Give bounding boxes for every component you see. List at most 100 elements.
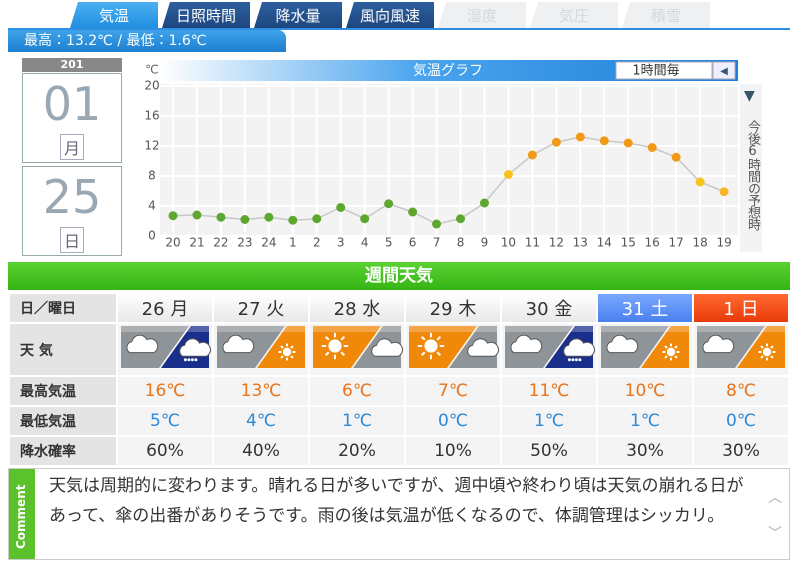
weekly-cell: 7℃ [406,377,500,405]
temperature-point [575,132,585,142]
weekly-cell: 13℃ [214,377,308,405]
x-tick-label: 7 [433,236,441,250]
row-label: 最低気温 [10,407,116,435]
weekly-cell [502,324,596,375]
month-unit: 月 [60,134,84,160]
tab[interactable]: 風向風速 [346,2,434,28]
x-tick-label: 9 [481,236,489,250]
y-tick-label: 20 [144,79,159,93]
x-tick-label: 10 [501,236,516,250]
weekly-cell: 10% [406,437,500,465]
scroll-down[interactable]: ▼ [744,88,755,104]
comment-label: Comment [14,484,28,549]
month: 01 [42,77,102,131]
weekly-value: 1℃ [630,411,660,431]
day-weekday: 木 [458,299,477,320]
weekly-cell: 16℃ [118,377,212,405]
tab[interactable]: 日照時間 [162,2,250,28]
x-tick-label: 1 [289,236,297,250]
weekly-cell: 20% [310,437,404,465]
temperature-point [312,214,322,224]
day-weekday: 月 [170,299,189,320]
weekly-cell: 30% [598,437,692,465]
x-tick-label: 11 [525,236,540,250]
x-tick-label: 8 [457,236,465,250]
temperature-point [551,137,561,147]
interval-label[interactable]: 1時間毎 [632,63,679,79]
weekly-value: 5℃ [150,411,180,431]
weekly-cell [310,324,404,375]
interval-button[interactable] [712,61,736,80]
weekly-value: 30% [626,441,664,461]
temperature-point [695,177,705,187]
temperature-point [216,212,226,222]
day-box: 25 日 [22,166,122,256]
row-label: 降水確率 [10,437,116,465]
weekly-cell: 40% [214,437,308,465]
y-tick-label: 12 [144,139,159,153]
weekly-value: 6℃ [342,381,372,401]
weekly-cell: 50% [502,437,596,465]
weekly-cell: 4℃ [214,407,308,435]
x-tick-label: 6 [409,236,417,250]
weekly-cell: 31 土 [598,294,692,322]
x-tick-label: 22 [213,236,228,250]
tab[interactable]: 気温 [70,2,158,28]
interval-select[interactable] [615,61,713,80]
temperature-point [623,138,633,148]
day-weekday: 金 [554,299,573,320]
x-tick-label: 4 [361,236,369,250]
temperature-point [456,214,466,224]
day-date: 30 [525,299,549,320]
weekly-value: 10% [434,441,472,461]
row-label: 日／曜日 [10,294,116,322]
comment-scroll[interactable]: ︿ ﹀ [768,490,782,542]
weekly-cell: 27 火 [214,294,308,322]
weekly-cell: 0℃ [694,407,788,435]
x-tick-label: 23 [237,236,252,250]
day-date: 27 [237,299,261,320]
day-weekday: 土 [650,299,669,320]
weekly-value: 0℃ [438,411,468,431]
row-label: 天 気 [10,324,116,375]
side-panel: ▼ 今後6時間の予想時 [740,84,762,252]
weekly-title: 週間天気 [8,262,790,290]
tab-bar: 気温 日照時間 降水量 風向風速 湿度 気圧 積雪 [70,2,710,30]
y-tick-label: 16 [144,109,159,123]
day-date: 28 [333,299,357,320]
weekly-value: 50% [530,441,568,461]
day-weekday: 日 [740,299,759,320]
weekly-value: 13℃ [240,381,282,401]
day-date: 26 [141,299,165,320]
weekly-cell: 29 木 [406,294,500,322]
weekly-cell: 1 日 [694,294,788,322]
weekly-value: 0℃ [726,411,756,431]
weekly-cell [118,324,212,375]
temperature-point [168,211,178,221]
temperature-point [432,219,442,229]
day: 25 [42,170,102,224]
day-weekday: 火 [266,299,285,320]
temperature-point [408,207,418,217]
weekly-row: 降水確率 60% 40% 20% 10% 50% 30% 30% [10,437,788,465]
x-tick-label: 15 [621,236,636,250]
tab: 気圧 [530,2,618,28]
chart-title-bar [160,60,738,81]
weekly-value: 30% [722,441,760,461]
weekly-cell: 26 月 [118,294,212,322]
month-box: 01 月 [22,73,122,163]
temperature-point [384,199,394,209]
weather-icon [601,326,689,368]
year: 201 [22,58,122,72]
tab[interactable]: 降水量 [254,2,342,28]
temperature-point [192,210,202,220]
weather-icon [313,326,403,368]
tab: 湿度 [438,2,526,28]
weekly-value: 1℃ [342,411,372,431]
temperature-point [671,152,681,162]
weather-icon [217,326,305,368]
temperature-point [288,215,298,225]
weekly-cell: 5℃ [118,407,212,435]
interval-arrow[interactable]: ◀ [720,66,728,77]
